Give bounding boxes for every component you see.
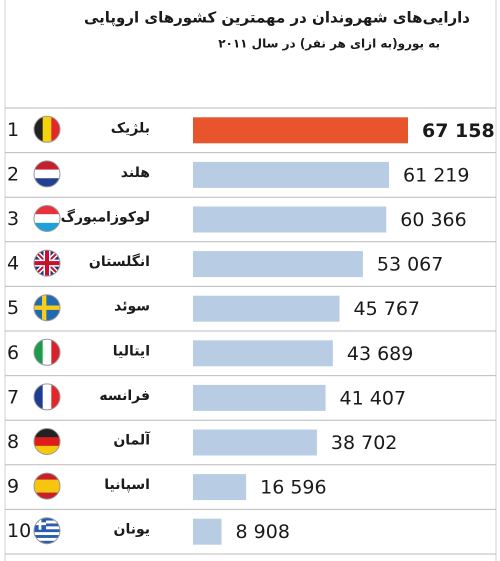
value-label: 38 702	[331, 432, 397, 454]
country-label: اسپانیا	[104, 477, 150, 493]
flag-part	[34, 537, 60, 542]
bar	[193, 206, 387, 233]
rank-label: 5	[7, 297, 19, 319]
flag-part	[51, 116, 60, 143]
flag-rim	[33, 294, 61, 322]
flag-part	[42, 383, 52, 410]
bar	[193, 340, 333, 367]
flag-part	[34, 305, 60, 310]
flag-rim	[33, 517, 61, 545]
flag	[34, 116, 60, 143]
flag-rim	[33, 249, 61, 277]
flag	[34, 517, 60, 544]
flag-rim	[33, 338, 61, 366]
flag-part	[42, 339, 52, 366]
bar	[193, 518, 222, 545]
value-label: 43 689	[347, 343, 413, 365]
flag-part	[34, 523, 60, 527]
flag-part	[34, 445, 60, 455]
value-label: 60 366	[400, 209, 466, 231]
flag-part	[38, 517, 42, 530]
flag-rim	[33, 383, 61, 411]
value-label: 67 158	[422, 120, 495, 142]
value-label: 16 596	[260, 477, 326, 499]
flag	[34, 473, 60, 500]
flag-part	[34, 529, 60, 533]
flag-part	[34, 532, 60, 536]
flag	[34, 205, 60, 232]
flag-part	[34, 517, 60, 521]
flag-part	[45, 250, 49, 277]
country-label: لوکوزامبورگ	[61, 209, 150, 226]
flag-rim	[33, 160, 61, 188]
value-label: 53 067	[377, 254, 443, 276]
flag-part	[34, 428, 60, 438]
value-label: 45 767	[354, 298, 420, 320]
bar	[193, 474, 247, 501]
flag-part	[51, 383, 60, 410]
flag-part	[34, 160, 60, 171]
country-label: انگلستان	[89, 253, 150, 270]
flag-part	[34, 339, 44, 366]
flag	[34, 250, 60, 277]
flag-part	[34, 540, 60, 544]
rank-label: 10	[7, 520, 31, 542]
flag-part	[34, 479, 60, 493]
value-label: 41 407	[340, 387, 406, 409]
rank-label: 1	[7, 119, 19, 141]
rank-label: 9	[7, 476, 19, 498]
flag-rim	[33, 472, 61, 500]
flag-part	[34, 214, 60, 224]
country-label: ایتالیا	[113, 343, 150, 359]
bar	[193, 384, 326, 411]
bar	[193, 251, 363, 278]
flag	[34, 339, 60, 366]
rank-label: 2	[7, 163, 19, 185]
flag-part	[34, 526, 60, 530]
flag-part	[34, 116, 44, 143]
bar	[193, 117, 408, 144]
rank-label: 8	[7, 431, 19, 453]
bar	[193, 295, 340, 322]
flag-part	[34, 169, 60, 179]
value-label: 8 908	[236, 521, 290, 543]
flag-part	[51, 339, 60, 366]
country-label: یونان	[114, 522, 151, 538]
rank-label: 3	[7, 208, 19, 230]
bar	[193, 429, 317, 456]
rank-label: 6	[7, 342, 19, 364]
country-label: هلند	[121, 165, 150, 181]
flag	[34, 383, 60, 410]
country-label: آلمان	[113, 431, 151, 449]
country-label: سوئد	[114, 299, 150, 315]
value-label: 61 219	[403, 164, 469, 186]
flag-part	[34, 383, 44, 410]
flag-part	[42, 294, 47, 321]
flag-part	[34, 205, 60, 215]
country-label: فرانسه	[99, 388, 150, 404]
chart-title: دارایی‌های شهروندان در مهمترین کشورهای ا…	[84, 9, 470, 28]
rank-label: 7	[7, 386, 19, 408]
flag-part	[34, 437, 60, 447]
flag-rim	[33, 205, 61, 232]
flag	[34, 294, 60, 321]
flag-rim	[33, 428, 61, 455]
flag-part	[42, 116, 52, 143]
flag-part	[34, 222, 60, 232]
bar	[193, 161, 389, 188]
rank-label: 4	[7, 253, 19, 275]
flag-rim	[33, 115, 61, 143]
flag-part	[34, 520, 60, 524]
country-label: بلژیک	[111, 120, 150, 136]
flag-part	[34, 535, 60, 539]
flag	[34, 160, 60, 187]
flag	[34, 428, 60, 455]
chart-subtitle: به یورو(به ازای هر نفر) در سال ۲۰۱۱	[218, 37, 440, 52]
flag-part	[34, 178, 60, 187]
